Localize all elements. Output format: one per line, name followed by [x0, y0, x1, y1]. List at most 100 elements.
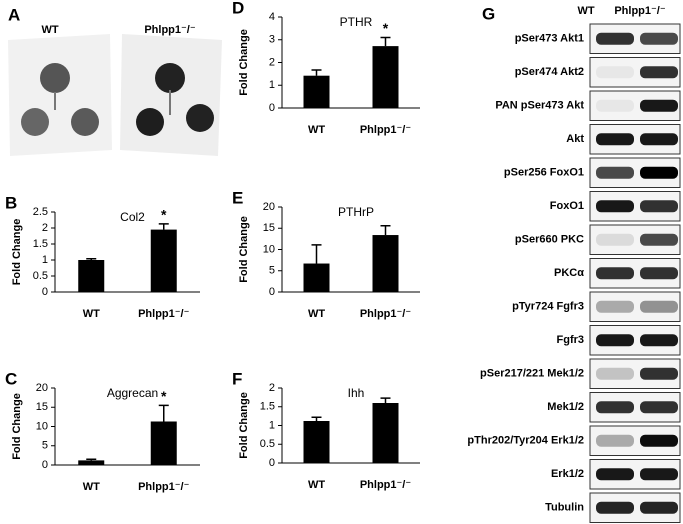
error-bar — [311, 244, 322, 264]
y-axis-label: Fold Change — [238, 29, 250, 96]
blot-label: PAN pSer473 Akt — [495, 100, 584, 112]
blot-band — [640, 233, 678, 246]
panel-label: A — [8, 5, 20, 24]
error-bar — [311, 416, 322, 421]
error-bar — [311, 69, 322, 76]
y-tick-label: 0.5 — [33, 270, 48, 282]
error-bar — [158, 223, 169, 230]
blot-band — [640, 334, 678, 347]
blot-band — [640, 401, 678, 414]
blot-band — [596, 367, 634, 380]
blot-band — [596, 334, 634, 347]
bar — [150, 229, 177, 292]
blot-band — [640, 267, 678, 280]
x-tick-label: Phlpp1⁻/⁻ — [360, 479, 412, 491]
y-axis-label: Fold Change — [238, 216, 250, 283]
y-tick-label: 10 — [36, 420, 48, 432]
chart-title: PTHR — [340, 15, 373, 29]
y-tick-label: 1.5 — [33, 238, 48, 250]
panel-label: D — [232, 0, 244, 17]
bar — [78, 260, 105, 292]
blot-band — [596, 166, 634, 179]
blot-band — [596, 133, 634, 146]
chart-title: Ihh — [348, 386, 365, 400]
y-tick-label: 0 — [42, 459, 48, 471]
column-label: WT — [41, 24, 58, 36]
x-tick-label: WT — [308, 308, 325, 320]
blot-label: pSer217/221 Mek1/2 — [480, 368, 584, 380]
bar — [150, 421, 177, 465]
y-tick-label: 15 — [263, 222, 275, 234]
y-tick-label: 2 — [269, 56, 275, 68]
significance: * — [161, 388, 167, 404]
y-tick-label: 2.5 — [33, 206, 48, 218]
blot-label: pSer473 Akt1 — [515, 33, 584, 45]
blot-label: FoxO1 — [550, 200, 584, 212]
blot-frame — [589, 291, 681, 322]
y-tick-label: 20 — [263, 201, 275, 213]
blot-band — [640, 133, 678, 146]
blot-band — [596, 501, 634, 514]
blot-band — [596, 233, 634, 246]
error-bar — [86, 458, 97, 461]
y-tick-label: 5 — [269, 265, 275, 277]
blot-label: PKCα — [554, 267, 584, 279]
y-tick-label: 0.5 — [260, 438, 275, 450]
blot-band — [596, 200, 634, 213]
blot-band — [640, 300, 678, 313]
blot-band — [596, 99, 634, 112]
significance: * — [383, 20, 389, 36]
error-bar — [158, 404, 169, 422]
y-tick-label: 0 — [269, 102, 275, 114]
error-bar — [380, 397, 391, 403]
blot-band — [596, 32, 634, 45]
panel-label: C — [5, 369, 17, 388]
blot-label: pThr202/Tyr204 Erk1/2 — [467, 435, 584, 447]
y-tick-label: 20 — [36, 382, 48, 394]
y-tick-label: 10 — [263, 243, 275, 255]
micromass-photo — [8, 34, 222, 156]
blot-label: Akt — [566, 133, 584, 145]
blot-label: pTyr724 Fgfr3 — [512, 301, 584, 313]
y-axis-label: Fold Change — [11, 219, 23, 286]
y-tick-label: 5 — [42, 440, 48, 452]
blot-band — [640, 66, 678, 79]
blot-label: pSer256 FoxO1 — [504, 167, 584, 179]
blot-band — [596, 267, 634, 280]
blot-label: Tubulin — [545, 502, 584, 514]
blot-label: Fgfr3 — [557, 334, 585, 346]
column-label: Phlpp1⁻/⁻ — [614, 5, 666, 17]
y-tick-label: 15 — [36, 401, 48, 413]
chart-title: PTHrP — [338, 205, 374, 219]
chart-title: Col2 — [120, 210, 145, 224]
blot-band — [640, 200, 678, 213]
x-tick-label: WT — [308, 479, 325, 491]
y-tick-label: 1 — [269, 419, 275, 431]
x-tick-label: WT — [83, 481, 100, 493]
blot-band — [596, 468, 634, 481]
blot-frame — [589, 90, 681, 121]
x-tick-label: WT — [83, 308, 100, 320]
blot-band — [640, 166, 678, 179]
blot-band — [640, 99, 678, 112]
blot-band — [596, 300, 634, 313]
y-tick-label: 0 — [269, 286, 275, 298]
bar — [303, 263, 330, 292]
blot-band — [640, 367, 678, 380]
y-tick-label: 2 — [42, 222, 48, 234]
panel-label: B — [5, 193, 17, 212]
y-tick-label: 1 — [269, 79, 275, 91]
bar — [78, 460, 105, 465]
y-tick-label: 2 — [269, 382, 275, 394]
column-label: WT — [577, 5, 594, 17]
blot-label: Erk1/2 — [551, 468, 584, 480]
y-axis-label: Fold Change — [11, 393, 23, 460]
blot-band — [640, 501, 678, 514]
blot-label: pSer660 PKC — [515, 234, 584, 246]
x-tick-label: Phlpp1⁻/⁻ — [360, 308, 412, 320]
blot-band — [596, 401, 634, 414]
x-tick-label: Phlpp1⁻/⁻ — [138, 308, 190, 320]
y-tick-label: 4 — [269, 11, 275, 23]
blot-band — [640, 468, 678, 481]
